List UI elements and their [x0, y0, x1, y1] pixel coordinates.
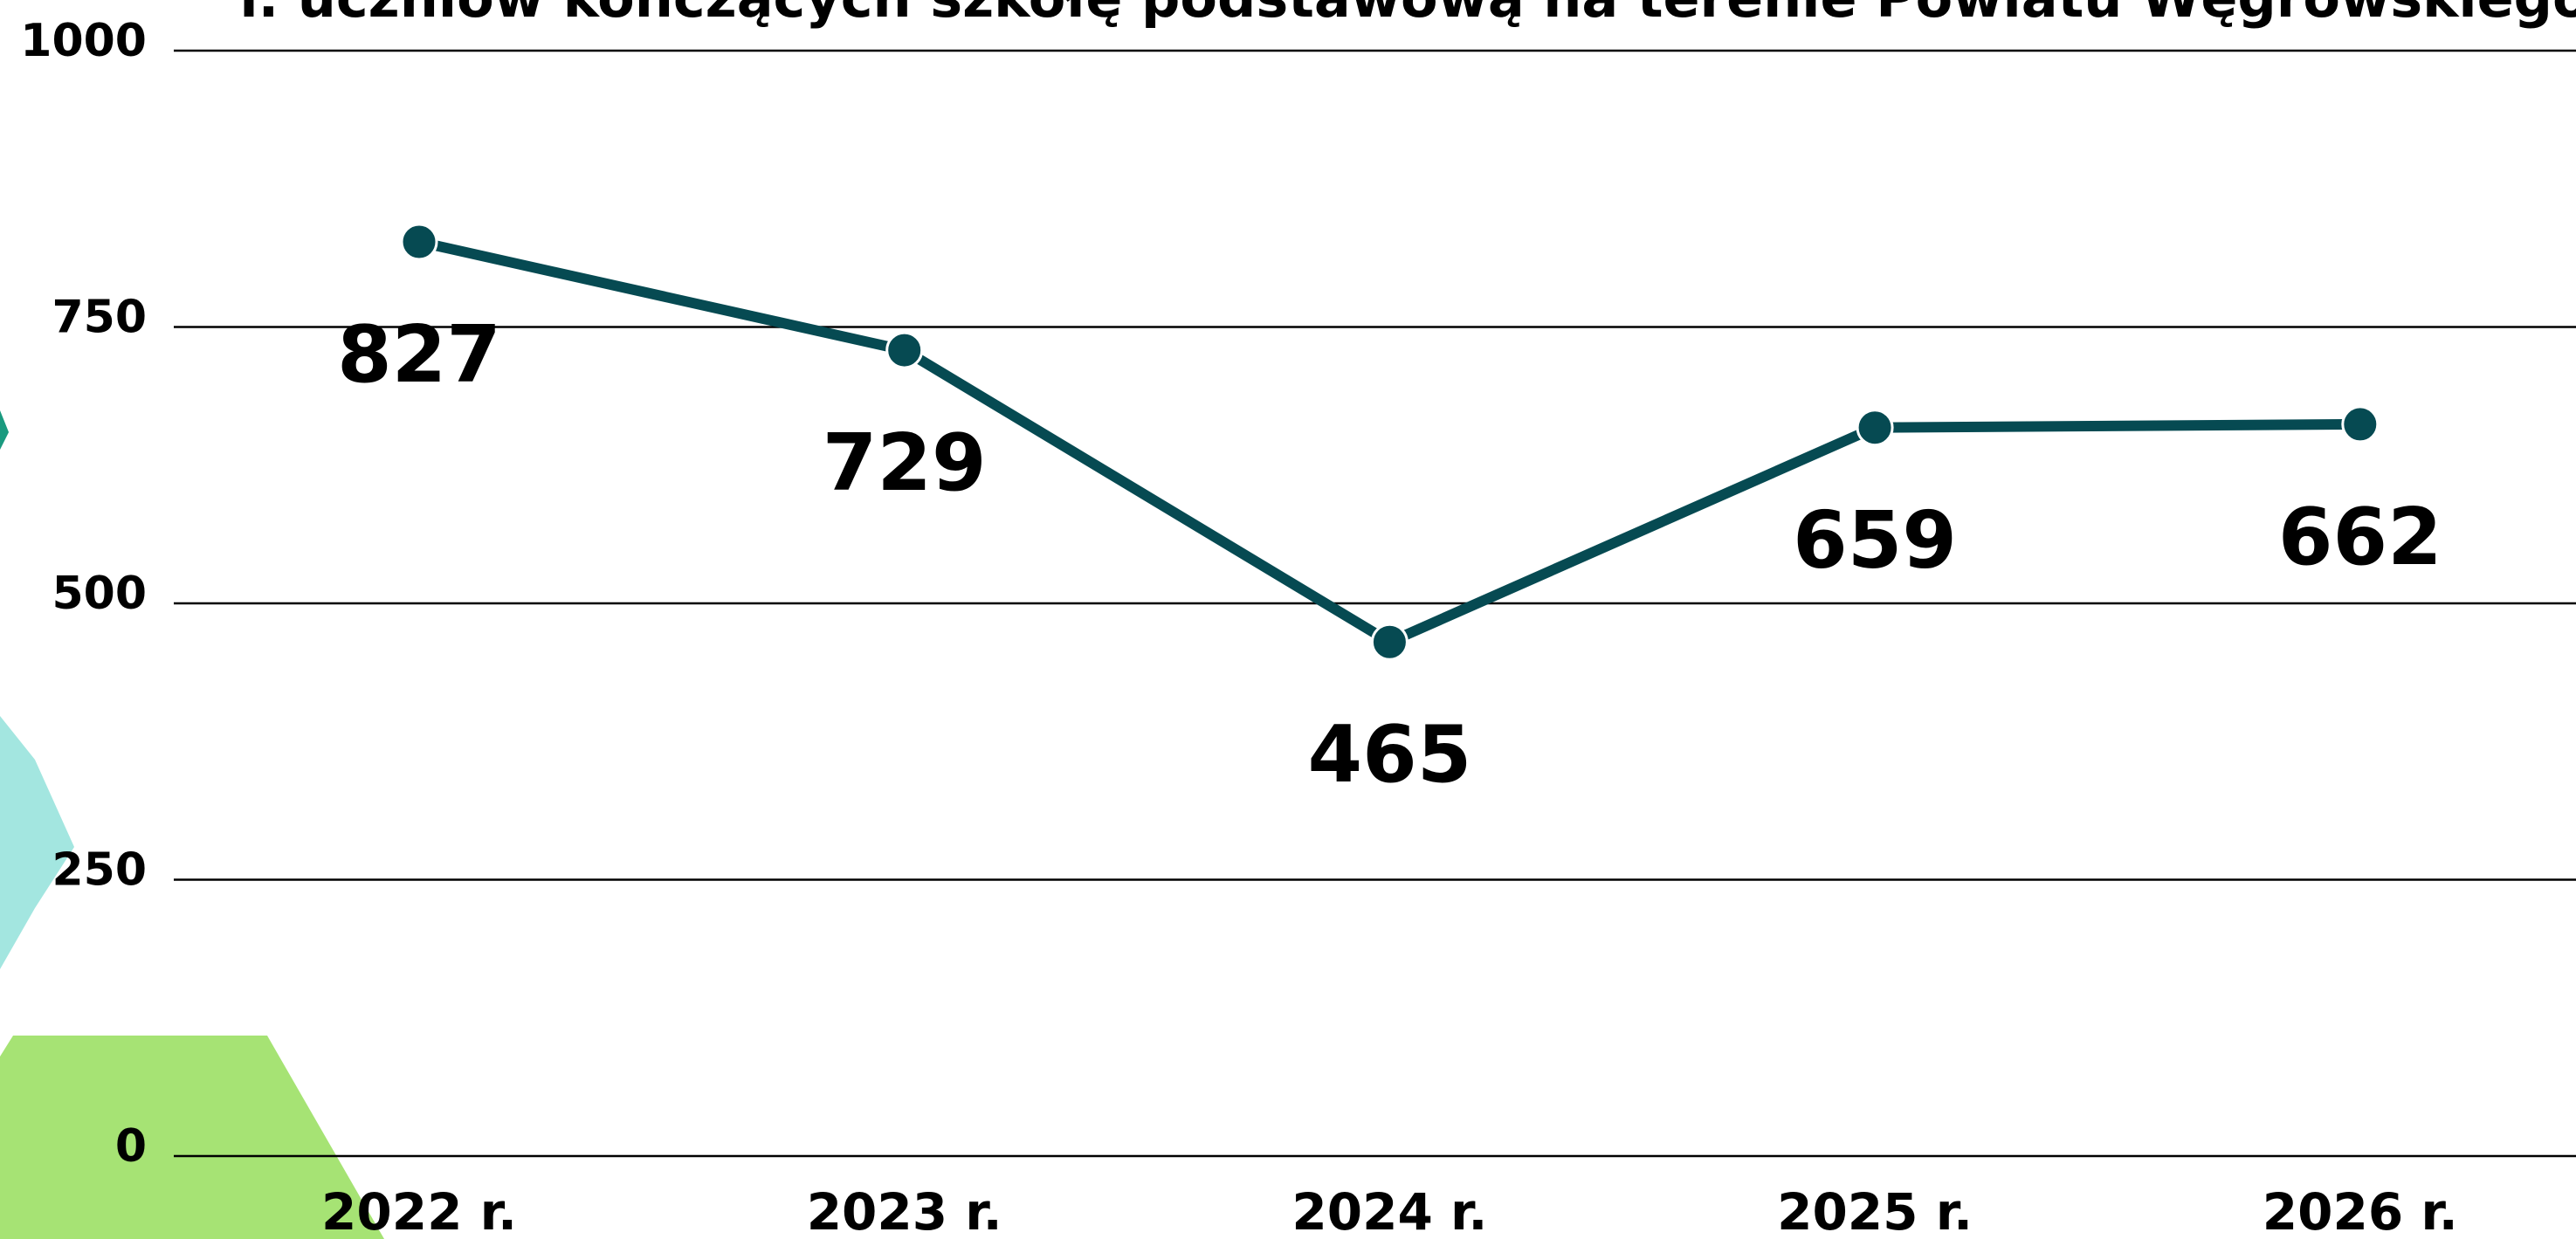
marker: [1372, 624, 1407, 659]
x-tick-label: 2023 r.: [807, 1182, 1002, 1239]
x-tick-label: 2025 r.: [1777, 1182, 1973, 1239]
value-label: 827: [337, 309, 501, 401]
y-tick-label: 750: [52, 292, 147, 344]
marker: [887, 333, 922, 368]
decoration: [0, 716, 74, 969]
value-label: 659: [1793, 495, 1957, 587]
y-tick-label: 0: [115, 1120, 147, 1173]
x-tick-label: 2022 r.: [321, 1182, 517, 1239]
line: [419, 242, 2360, 642]
y-tick-label: 500: [52, 568, 147, 620]
y-tick-label: 1000: [20, 15, 147, 67]
chart: l. uczniów kończących szkołę podstawową …: [0, 0, 2576, 1239]
x-tick-label: 2026 r.: [2263, 1182, 2458, 1239]
chart-title: l. uczniów kończących szkołę podstawową …: [239, 0, 2576, 30]
marker: [2343, 407, 2378, 442]
y-tick-label: 250: [52, 844, 147, 897]
decoration: [0, 410, 9, 450]
value-label: 465: [1307, 709, 1471, 801]
value-label: 662: [2278, 492, 2442, 583]
marker: [402, 224, 437, 259]
value-label: 729: [823, 417, 987, 509]
marker: [1857, 410, 1892, 445]
x-tick-label: 2024 r.: [1291, 1182, 1487, 1239]
